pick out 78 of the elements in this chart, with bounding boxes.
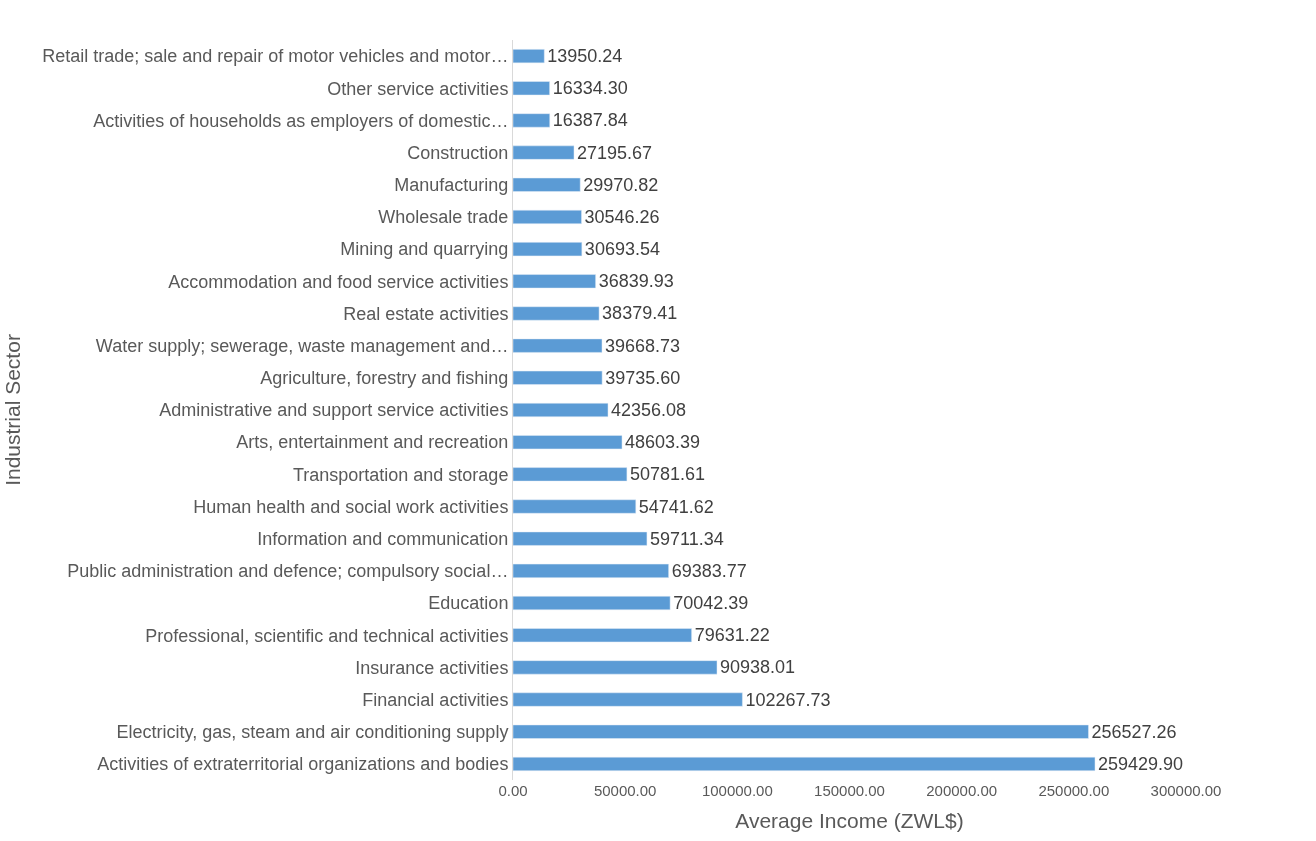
data-label: 54741.62 [638, 496, 714, 517]
data-label: 48603.39 [625, 432, 701, 453]
bar [513, 402, 609, 418]
bar [513, 370, 603, 385]
x-tick-label: 200000.00 [926, 782, 998, 799]
data-label: 90938.01 [720, 657, 796, 678]
data-label: 13950.24 [547, 46, 623, 67]
y-tick-label: Manufacturing [394, 175, 509, 196]
x-tick-label: 50000.00 [593, 782, 657, 799]
bar [513, 435, 623, 450]
x-tick-label: 100000.00 [701, 782, 773, 799]
y-tick-label: Activities of extraterritorial organizations and bodies [97, 754, 509, 775]
x-tick-label: 0.00 [498, 782, 528, 799]
data-label: 38379.41 [602, 303, 678, 324]
y-tick-label: Insurance activities [355, 657, 509, 678]
data-label: 16387.84 [552, 110, 628, 131]
y-tick-label: Human health and social work activities [193, 496, 509, 517]
bar [513, 274, 596, 289]
y-tick-label: Wholesale trade [378, 207, 509, 228]
bar [513, 531, 648, 546]
y-tick-label: Retail trade; sale and repair of motor vehicles and motor… [42, 46, 509, 67]
y-tick-label: Real estate activities [343, 303, 509, 324]
data-label: 36839.93 [598, 271, 674, 292]
bar [513, 177, 581, 192]
y-tick-label: Arts, entertainment and recreation [236, 432, 509, 453]
data-label: 69383.77 [671, 560, 747, 581]
y-tick-label: Professional, scientific and technical activities [145, 625, 509, 646]
bar [513, 113, 551, 128]
bar [513, 692, 743, 707]
bar [513, 49, 545, 64]
x-tick-label: 300000.00 [1150, 782, 1222, 799]
y-tick-label: Water supply; sewerage, waste management and… [95, 335, 509, 356]
x-tick-label: 250000.00 [1038, 782, 1110, 799]
bar [513, 756, 1096, 771]
y-tick-label: Education [428, 593, 509, 614]
data-label: 70042.39 [673, 593, 749, 614]
bar [513, 467, 628, 482]
data-label: 259429.90 [1097, 753, 1184, 774]
y-tick-label: Administrative and support service activities [159, 400, 509, 421]
bar [513, 242, 583, 257]
y-tick-label: Financial activities [362, 689, 509, 710]
y-tick-label: Other service activities [327, 78, 509, 99]
data-label: 59711.34 [649, 528, 724, 549]
data-label: 256527.26 [1091, 721, 1177, 742]
y-tick-label: Construction [407, 142, 509, 163]
data-label: 27195.67 [577, 142, 653, 163]
bar [513, 338, 603, 353]
bar [513, 628, 692, 643]
data-label: 42356.08 [611, 400, 687, 420]
data-label: 30546.26 [584, 206, 660, 227]
bar [513, 145, 575, 160]
y-tick-label: Mining and quarrying [340, 239, 509, 260]
y-tick-label: Activities of households as employers of domestic… [93, 110, 509, 131]
bar [513, 306, 600, 321]
bar [513, 724, 1089, 739]
x-tick-label: 150000.00 [814, 782, 885, 799]
bar [513, 499, 637, 514]
data-label: 50781.61 [629, 464, 705, 485]
y-axis-title: Industrial Sector [1, 334, 25, 486]
data-label: 79631.22 [694, 625, 770, 646]
bar [513, 209, 582, 224]
data-label: 39668.73 [604, 335, 681, 356]
data-label: 16334.30 [552, 78, 628, 99]
bar [513, 596, 671, 611]
y-tick-label: Transportation and storage [292, 464, 509, 485]
bar [513, 563, 669, 578]
x-axis-title: Average Income (ZWL$) [735, 809, 964, 833]
y-tick-label: Accommodation and food service activities [168, 271, 509, 292]
y-tick-label: Agriculture, forestry and fishing [260, 368, 509, 389]
data-label: 30693.54 [584, 239, 660, 260]
y-tick-label: Electricity, gas, steam and air conditioning supply [116, 722, 509, 743]
y-tick-label: Public administration and defence; compulsory social… [67, 561, 509, 582]
bar [513, 81, 550, 96]
data-label: 39735.60 [605, 367, 681, 388]
data-label: 29970.82 [583, 174, 659, 195]
bar [513, 660, 718, 675]
y-tick-label: Information and communication [257, 529, 509, 549]
data-label: 102267.73 [745, 689, 831, 710]
